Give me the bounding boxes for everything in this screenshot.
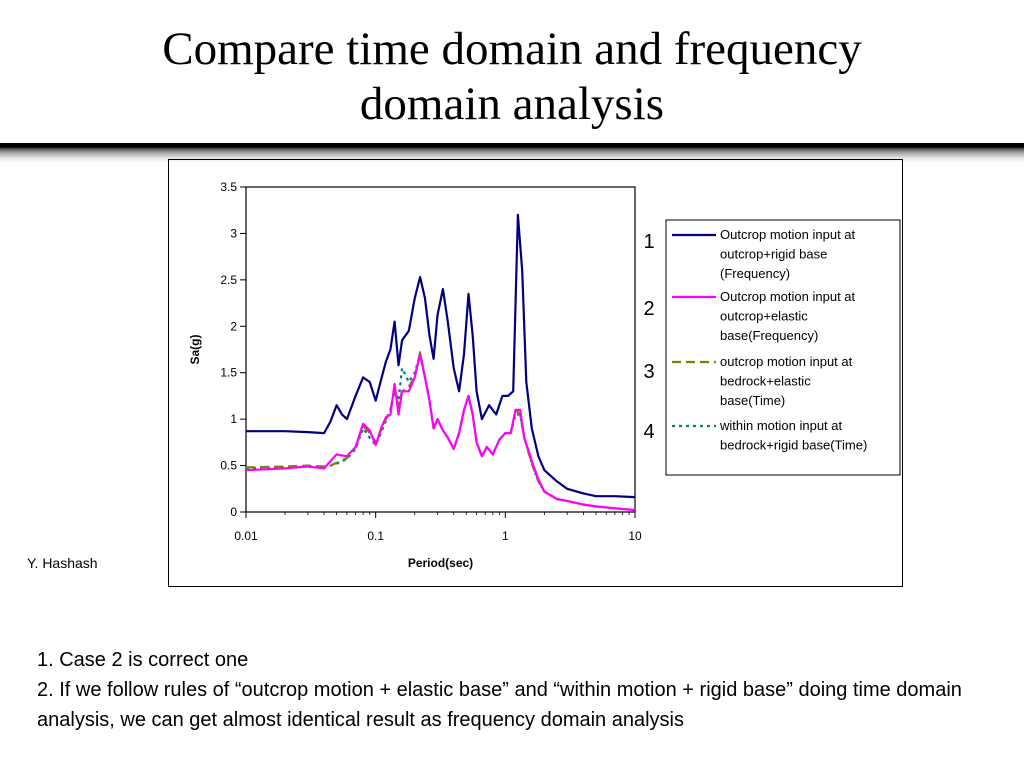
x-tick-label: 0.1	[367, 529, 384, 543]
y-tick-label: 3	[230, 226, 237, 240]
note-1: 1. Case 2 is correct one	[37, 649, 249, 671]
y-tick-label: 2.5	[220, 273, 237, 287]
slide-title-line-2: domain analysis	[359, 78, 665, 130]
y-tick-label: 3.5	[220, 180, 237, 194]
case-number: 1	[643, 231, 654, 253]
author-credit: Y. Hashash	[27, 555, 98, 571]
legend-label: within motion input at	[719, 418, 843, 433]
x-tick-label: 0.01	[234, 529, 258, 543]
y-tick-label: 1.5	[220, 366, 237, 380]
response-spectrum-chart: 0 0.5 1 1.5 2 2.5 3 3.5 0.01 0.1 1 10 Period(sec) Sa(…	[188, 180, 901, 570]
y-tick-label: 2	[230, 319, 237, 333]
y-tick-label: 1	[230, 412, 237, 426]
legend-label: outcrop motion input at	[720, 354, 853, 369]
legend-label: (Frequency)	[720, 266, 790, 281]
y-axis-label: Sa(g)	[188, 334, 202, 364]
legend-label: base(Frequency)	[720, 328, 818, 343]
series-line-2	[245, 353, 636, 512]
x-tick-label: 1	[502, 529, 509, 543]
legend-label: bedrock+rigid base(Time)	[720, 438, 867, 453]
title-divider	[0, 143, 1024, 163]
note-2: 2. If we follow rules of “outcrop motion…	[37, 679, 962, 731]
legend-label: base(Time)	[720, 393, 785, 408]
x-tick-label: 10	[628, 529, 642, 543]
notes: 1. Case 2 is correct one 2. If we follow…	[37, 645, 1017, 735]
legend-box	[665, 219, 901, 476]
legend-label: outcrop+rigid base	[720, 247, 827, 262]
slide-title: Compare time domain and frequency domain…	[0, 22, 1024, 132]
legend-label: bedrock+elastic	[720, 374, 811, 389]
legend-label: Outcrop motion input at	[720, 289, 856, 304]
chart-frame: 0 0.5 1 1.5 2 2.5 3 3.5 0.01 0.1 1 10 Period(sec) Sa(…	[168, 159, 903, 587]
legend-label: Outcrop motion input at	[720, 227, 856, 242]
y-tick-label: 0.5	[220, 459, 237, 473]
legend-label: outcrop+elastic	[720, 309, 808, 324]
case-number: 2	[643, 298, 654, 320]
case-number: 4	[643, 421, 654, 443]
x-axis-label: Period(sec)	[408, 556, 473, 570]
series-line-1	[246, 213, 636, 499]
y-tick-label: 0	[230, 505, 237, 519]
slide-title-line-1: Compare time domain and frequency	[162, 23, 862, 75]
plot-area	[245, 186, 636, 513]
case-number: 3	[643, 361, 654, 383]
